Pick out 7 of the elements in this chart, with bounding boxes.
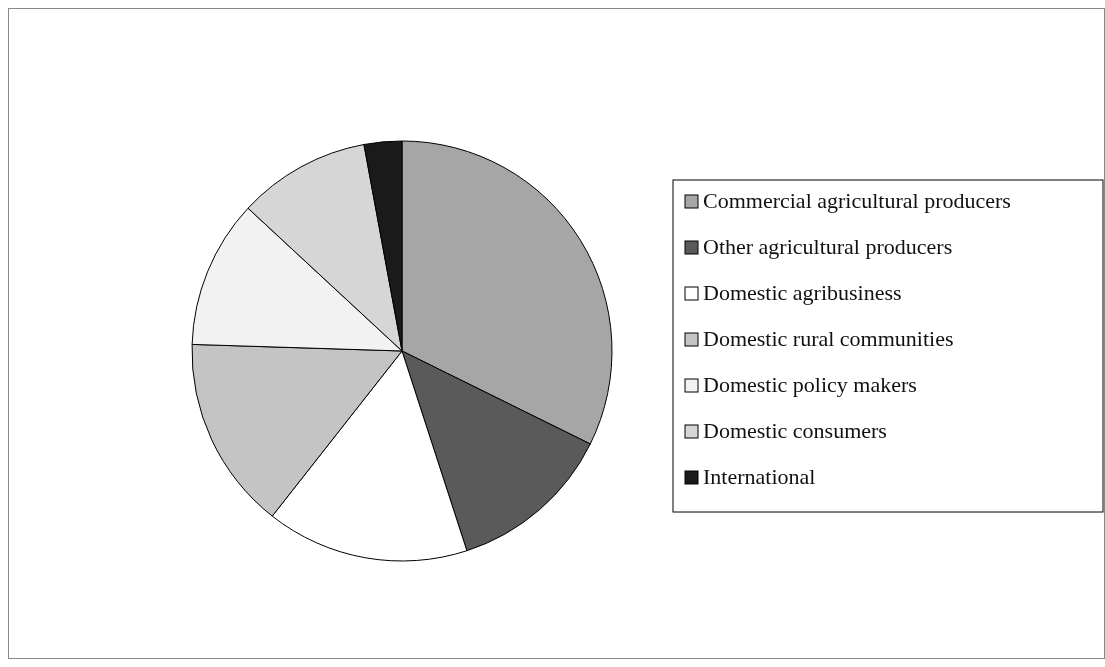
legend-label: Other agricultural producers (703, 234, 953, 259)
legend-label: International (703, 464, 816, 489)
legend-label: Domestic consumers (703, 418, 887, 443)
legend-label: Domestic rural communities (703, 326, 954, 351)
legend-label: Commercial agricultural producers (703, 188, 1011, 213)
legend-label: Domestic agribusiness (703, 280, 902, 305)
legend-label: Domestic policy makers (703, 372, 917, 397)
